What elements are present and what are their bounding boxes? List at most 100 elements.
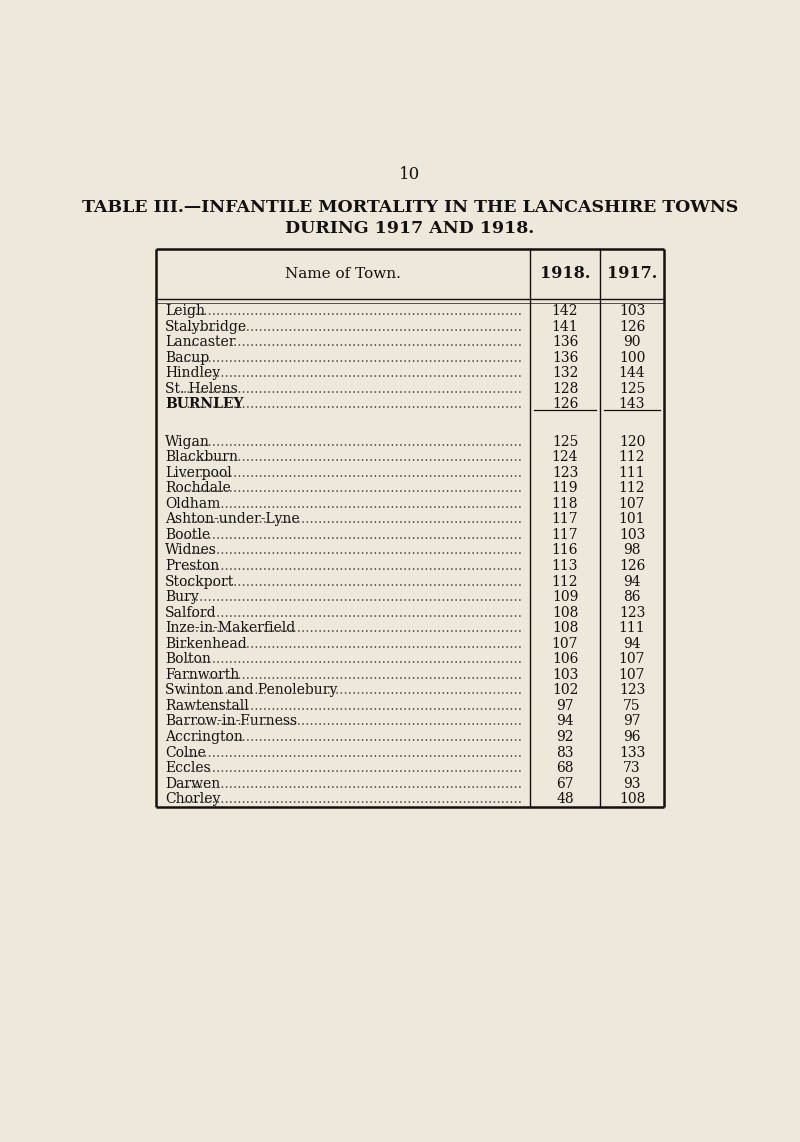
Text: ................................................................................: ........................................… bbox=[182, 793, 522, 806]
Text: 1918.: 1918. bbox=[540, 265, 590, 282]
Text: 126: 126 bbox=[619, 560, 646, 573]
Text: 123: 123 bbox=[619, 605, 646, 620]
Text: ................................................................................: ........................................… bbox=[182, 381, 522, 396]
Text: 119: 119 bbox=[552, 481, 578, 496]
Text: 98: 98 bbox=[623, 544, 641, 557]
Text: 125: 125 bbox=[619, 381, 646, 396]
Text: 120: 120 bbox=[619, 435, 646, 449]
Text: ................................................................................: ........................................… bbox=[182, 777, 522, 790]
Text: 90: 90 bbox=[623, 336, 641, 349]
Text: ................................................................................: ........................................… bbox=[182, 761, 522, 775]
Text: ................................................................................: ........................................… bbox=[182, 730, 522, 743]
Text: Leigh: Leigh bbox=[165, 304, 205, 319]
Text: 108: 108 bbox=[552, 621, 578, 635]
Text: Lancaster: Lancaster bbox=[165, 336, 236, 349]
Text: 116: 116 bbox=[552, 544, 578, 557]
Text: ................................................................................: ........................................… bbox=[182, 668, 522, 682]
Text: TABLE III.—INFANTILE MORTALITY IN THE LANCASHIRE TOWNS: TABLE III.—INFANTILE MORTALITY IN THE LA… bbox=[82, 199, 738, 216]
Text: 94: 94 bbox=[623, 574, 641, 588]
Text: 94: 94 bbox=[556, 715, 574, 729]
Text: 75: 75 bbox=[623, 699, 641, 713]
Text: Bolton: Bolton bbox=[165, 652, 211, 666]
Text: Rawtenstall: Rawtenstall bbox=[165, 699, 249, 713]
Text: Widnes: Widnes bbox=[165, 544, 217, 557]
Text: 97: 97 bbox=[623, 715, 641, 729]
Text: 107: 107 bbox=[618, 652, 646, 666]
Text: 96: 96 bbox=[623, 730, 641, 743]
Text: ................................................................................: ........................................… bbox=[182, 574, 522, 588]
Text: Liverpool: Liverpool bbox=[165, 466, 232, 480]
Text: ................................................................................: ........................................… bbox=[182, 560, 522, 573]
Text: St. Helens: St. Helens bbox=[165, 381, 238, 396]
Text: DURING 1917 AND 1918.: DURING 1917 AND 1918. bbox=[286, 220, 534, 238]
Text: 126: 126 bbox=[552, 397, 578, 411]
Text: 103: 103 bbox=[619, 528, 646, 542]
Text: ................................................................................: ........................................… bbox=[182, 450, 522, 465]
Text: 94: 94 bbox=[623, 637, 641, 651]
Text: 102: 102 bbox=[552, 683, 578, 698]
Text: 108: 108 bbox=[619, 793, 646, 806]
Text: Bacup: Bacup bbox=[165, 351, 210, 364]
Text: 48: 48 bbox=[556, 793, 574, 806]
Text: Stockport: Stockport bbox=[165, 574, 234, 588]
Text: ................................................................................: ........................................… bbox=[182, 397, 522, 411]
Text: 117: 117 bbox=[552, 528, 578, 542]
Text: ................................................................................: ........................................… bbox=[182, 336, 522, 349]
Text: 142: 142 bbox=[552, 304, 578, 319]
Text: ................................................................................: ........................................… bbox=[182, 481, 522, 496]
Text: 68: 68 bbox=[556, 761, 574, 775]
Text: 132: 132 bbox=[552, 367, 578, 380]
Text: ................................................................................: ........................................… bbox=[182, 683, 522, 698]
Text: ................................................................................: ........................................… bbox=[182, 320, 522, 333]
Text: Farnworth: Farnworth bbox=[165, 668, 239, 682]
Text: 103: 103 bbox=[619, 304, 646, 319]
Text: 118: 118 bbox=[552, 497, 578, 510]
Text: Chorley: Chorley bbox=[165, 793, 221, 806]
Text: 93: 93 bbox=[623, 777, 641, 790]
Text: Rochdale: Rochdale bbox=[165, 481, 231, 496]
Text: 133: 133 bbox=[619, 746, 646, 759]
Text: 123: 123 bbox=[552, 466, 578, 480]
Text: ................................................................................: ........................................… bbox=[182, 746, 522, 759]
Text: 128: 128 bbox=[552, 381, 578, 396]
Text: 92: 92 bbox=[556, 730, 574, 743]
Text: Eccles: Eccles bbox=[165, 761, 211, 775]
Text: 73: 73 bbox=[623, 761, 641, 775]
Text: ................................................................................: ........................................… bbox=[182, 367, 522, 380]
Text: Darwen: Darwen bbox=[165, 777, 220, 790]
Text: 112: 112 bbox=[552, 574, 578, 588]
Text: ................................................................................: ........................................… bbox=[182, 637, 522, 651]
Text: 123: 123 bbox=[619, 683, 646, 698]
Text: Accrington: Accrington bbox=[165, 730, 243, 743]
Text: 107: 107 bbox=[552, 637, 578, 651]
Text: Bootle: Bootle bbox=[165, 528, 210, 542]
Text: ................................................................................: ........................................… bbox=[182, 699, 522, 713]
Text: ................................................................................: ........................................… bbox=[182, 466, 522, 480]
Text: 97: 97 bbox=[556, 699, 574, 713]
Text: 83: 83 bbox=[556, 746, 574, 759]
Text: ................................................................................: ........................................… bbox=[182, 605, 522, 620]
Text: ................................................................................: ........................................… bbox=[182, 528, 522, 542]
Text: Barrow-in-Furness: Barrow-in-Furness bbox=[165, 715, 298, 729]
Text: 143: 143 bbox=[618, 397, 646, 411]
Text: Stalybridge: Stalybridge bbox=[165, 320, 247, 333]
Text: Bury: Bury bbox=[165, 590, 199, 604]
Text: 113: 113 bbox=[552, 560, 578, 573]
Text: Birkenhead: Birkenhead bbox=[165, 637, 247, 651]
Text: 1917.: 1917. bbox=[607, 265, 657, 282]
Text: 109: 109 bbox=[552, 590, 578, 604]
Text: Salford: Salford bbox=[165, 605, 217, 620]
Text: 103: 103 bbox=[552, 668, 578, 682]
Text: ................................................................................: ........................................… bbox=[182, 513, 522, 526]
Text: ................................................................................: ........................................… bbox=[182, 715, 522, 729]
Text: 107: 107 bbox=[618, 497, 646, 510]
Text: 126: 126 bbox=[619, 320, 646, 333]
Text: BURNLEY: BURNLEY bbox=[165, 397, 244, 411]
Text: 144: 144 bbox=[618, 367, 646, 380]
Text: Ashton-under-Lyne: Ashton-under-Lyne bbox=[165, 513, 300, 526]
Text: Oldham: Oldham bbox=[165, 497, 221, 510]
Text: 112: 112 bbox=[618, 450, 646, 465]
Text: 101: 101 bbox=[618, 513, 646, 526]
Text: 100: 100 bbox=[619, 351, 646, 364]
Text: 111: 111 bbox=[618, 466, 646, 480]
